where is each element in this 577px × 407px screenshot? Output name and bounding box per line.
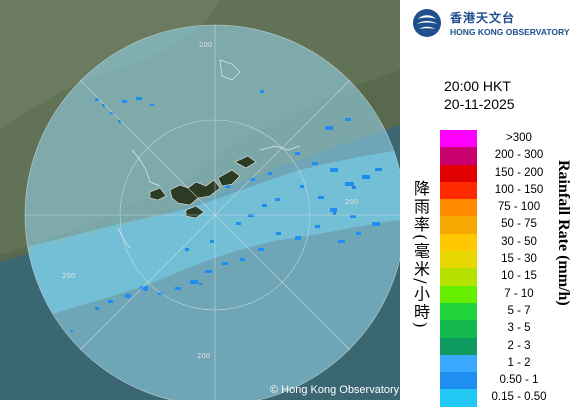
legend-row: >300 [440,130,560,148]
legend-swatch [440,285,477,303]
legend-row: 75 - 100 [440,199,560,217]
legend-row: 2 - 3 [440,337,560,355]
legend-label: 10 - 15 [501,270,537,283]
radar-date: 20-11-2025 [444,96,515,112]
legend-label: >300 [506,132,532,144]
legend-swatch [440,302,477,321]
legend-row: 7 - 10 [440,285,560,303]
legend-swatch [440,389,477,407]
legend-swatch [440,337,477,355]
range-ring-labels: 200 200 200 200 [62,41,358,360]
legend-swatch [440,164,477,182]
legend-swatch [440,320,477,338]
legend-row: 200 - 300 [440,147,560,165]
range-label-south: 200 [197,352,210,360]
legend-label: 75 - 100 [497,201,541,214]
range-label-west: 200 [62,272,75,280]
legend-label: 7 - 10 [504,287,534,300]
legend-row: 3 - 5 [440,320,560,338]
legend-swatch [440,130,477,148]
legend-row: 0.50 - 1 [440,372,560,390]
legend-swatch [440,216,477,234]
legend-row: 100 - 150 [440,181,560,200]
copyright-notice: © Hong Kong Observatory [270,384,400,396]
legend-row: 5 - 7 [440,302,560,321]
range-label-north: 200 [199,41,212,49]
legend-swatch [440,354,477,373]
legend-label: 5 - 7 [507,304,531,317]
legend-row: 1 - 2 [440,354,560,373]
legend-label: 200 - 300 [494,149,544,162]
legend-label: 150 - 200 [494,166,544,179]
rainfall-legend: >300 200 - 300 150 - 200 100 - 150 75 - 100 5… [440,130,560,407]
legend-swatch [440,199,477,217]
legend-row: 15 - 30 [440,251,560,269]
logo-name-chinese: 香港天文台 [450,11,516,25]
legend-label: 100 - 150 [494,183,544,196]
hko-logo[interactable]: 香港天文台 HONG KONG OBSERVATORY [412,8,572,42]
legend-label: 1 - 2 [507,356,531,369]
range-label-east: 200 [345,198,358,206]
legend-panel: 香港天文台 HONG KONG OBSERVATORY 20:00 HKT 20… [400,0,577,407]
legend-label: 50 - 75 [501,218,537,231]
radar-echoes [25,90,400,338]
logo-name-english: HONG KONG OBSERVATORY [450,27,570,37]
legend-row: 50 - 75 [440,216,560,234]
hko-logo-icon [413,9,441,37]
legend-title-english: Rainfall Rate (mm/h) [555,160,572,306]
legend-swatch [440,181,477,200]
legend-swatch [440,268,477,286]
range-rings [24,24,400,400]
legend-swatch [440,233,477,252]
radar-map-svg: 200 200 200 200 [0,0,400,400]
legend-swatch [440,147,477,165]
legend-row: 0.15 - 0.50 [440,389,560,407]
legend-label: 30 - 50 [501,235,537,248]
legend-swatch [440,372,477,390]
legend-row: 10 - 15 [440,268,560,286]
radar-map[interactable]: 200 200 200 200 © Hong Kong Observatory [0,0,400,400]
legend-row: 30 - 50 [440,233,560,252]
legend-title-chinese: 降雨率(毫米/小時) [411,180,430,330]
legend-label: 2 - 3 [507,339,531,352]
coastline-lines [117,59,301,249]
legend-label: 0.50 - 1 [499,374,539,387]
legend-swatch [440,251,477,269]
radar-time: 20:00 HKT [444,78,511,94]
legend-label: 3 - 5 [507,322,531,335]
legend-row: 150 - 200 [440,164,560,182]
legend-label: 0.15 - 0.50 [491,391,547,404]
legend-label: 15 - 30 [501,253,537,266]
